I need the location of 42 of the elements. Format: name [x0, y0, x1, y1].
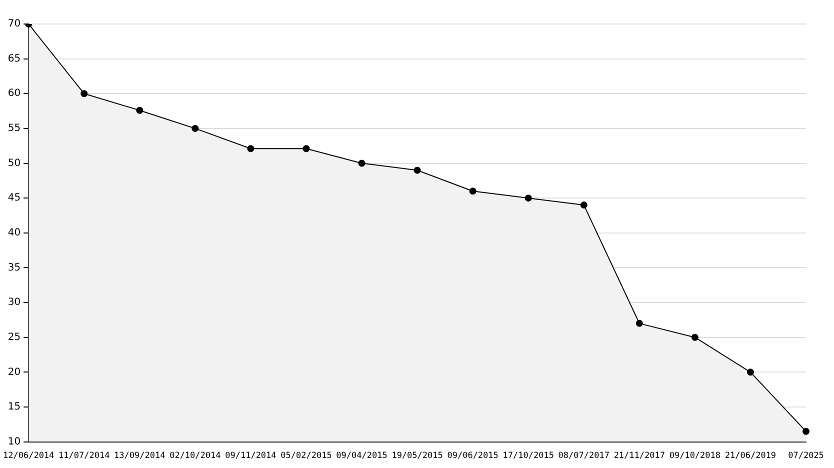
y-tick-label: 55 [8, 123, 21, 134]
point [580, 202, 588, 209]
y-tick-label: 25 [8, 332, 21, 343]
point [80, 90, 88, 98]
point [636, 320, 643, 327]
point [802, 428, 810, 435]
y-tick-label: 15 [8, 402, 21, 413]
point [358, 160, 366, 167]
y-tick-label: 35 [8, 262, 21, 274]
y-tick-label: 40 [8, 227, 21, 238]
y-tick-label: 70 [8, 18, 21, 30]
point [414, 166, 421, 174]
y-tick-label: 45 [8, 192, 21, 204]
y-tick-label: 20 [8, 366, 21, 378]
x-tick-label: 21/06/2019 [724, 451, 776, 462]
x-tick-label: 09/11/2014 [225, 451, 276, 462]
point [247, 145, 254, 152]
x-tick-label: 08/07/2017 [558, 451, 610, 462]
x-tick-label: 05/02/2015 [280, 451, 332, 462]
y-tick-label: 60 [8, 88, 21, 100]
x-tick-label: 21/11/2017 [614, 451, 666, 462]
x-tick-label: 17/10/2015 [502, 451, 554, 462]
point [192, 124, 199, 132]
x-tick-label: 09/04/2015 [336, 451, 388, 462]
x-tick-label: 02/10/2014 [170, 451, 221, 462]
y-tick-label: 30 [8, 297, 21, 308]
x-tick-label: 11/07/2014 [58, 451, 110, 462]
y-tick-label: 50 [8, 158, 21, 169]
point [524, 194, 532, 202]
x-tick-label: 09/06/2015 [447, 451, 498, 462]
y-tick-label: 10 [8, 436, 21, 448]
point [746, 368, 754, 376]
point [136, 106, 144, 114]
x-tick-label: 09/10/2018 [669, 451, 721, 462]
x-tick-label: 19/05/2015 [392, 451, 443, 462]
point [691, 334, 698, 341]
x-tick-label: 07/2025 [788, 451, 824, 462]
x-tick-label: 13/09/2014 [114, 451, 166, 462]
point [302, 145, 310, 152]
y-tick-label: 65 [8, 53, 21, 64]
point [469, 188, 476, 195]
x-tick-label: 12/06/2014 [2, 451, 54, 462]
